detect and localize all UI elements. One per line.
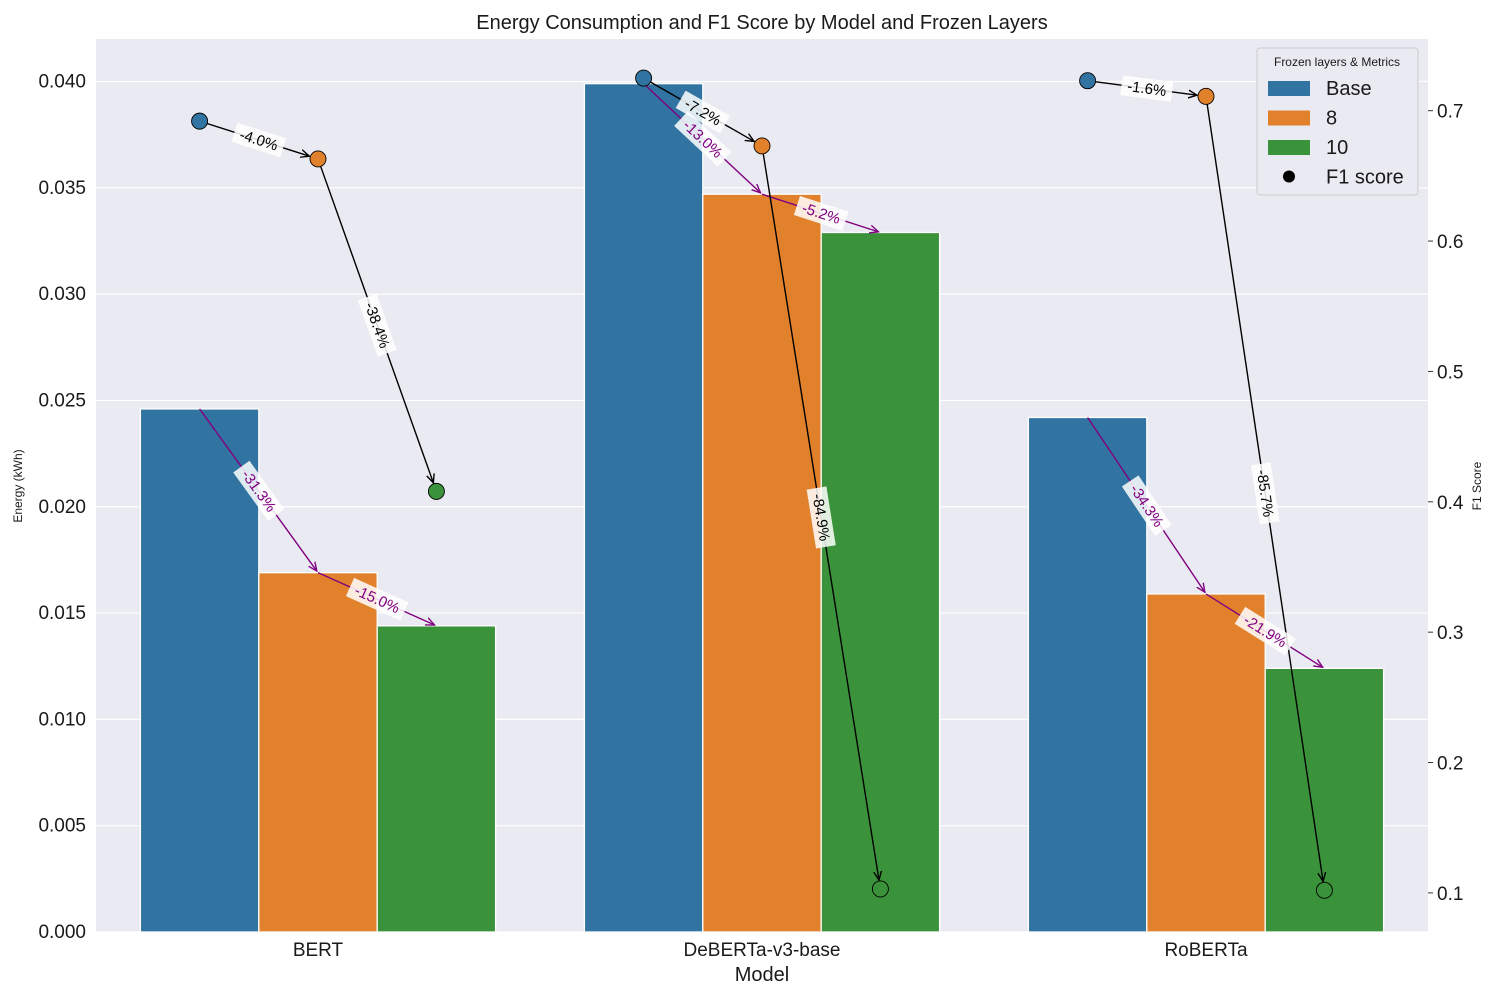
change-label: -85.7%	[1253, 469, 1277, 519]
y2-tick-label: 0.7	[1437, 102, 1463, 123]
label-background	[231, 122, 287, 158]
left-axis-ticks: 0.000 0.005 0.010 0.015 0.020 0.025 0.030 0.035…	[38, 72, 86, 943]
legend-label-8: 8	[1326, 108, 1337, 130]
label-background	[793, 195, 849, 231]
legend-items: Base 8 10 F1 score	[1268, 78, 1404, 189]
f1-marker-8-roberta	[1197, 87, 1215, 105]
f1-arrow-label: -1.6%	[1120, 75, 1174, 102]
y-tick-label: 0.040	[38, 72, 86, 93]
f1-marker-8-deberta-v3-base	[753, 137, 771, 155]
legend-title: Frozen layers & Metrics	[1274, 55, 1400, 69]
y2-tick-label: 0.3	[1437, 623, 1463, 644]
x-tick-label: BERT	[293, 940, 344, 961]
f1-marker-base-deberta-v3-base	[635, 69, 653, 87]
y-tick-label: 0.035	[38, 178, 86, 199]
f1-marker-base-bert	[191, 112, 209, 130]
legend-label-10: 10	[1326, 137, 1348, 159]
y-tick-label: 0.005	[38, 816, 86, 837]
label-background	[675, 90, 730, 134]
bar-10-bert	[376, 625, 497, 933]
x-tick-label: DeBERTa-v3-base	[683, 940, 840, 961]
change-label: -1.6%	[1126, 78, 1167, 100]
y-tick-label: 0.000	[38, 922, 86, 943]
y2-tick-label: 0.4	[1437, 493, 1464, 514]
right-axis-ticks: 0.1 0.2 0.3 0.4 0.5 0.6 0.7	[1428, 102, 1464, 905]
x-axis-ticks: BERT DeBERTa-v3-base RoBERTa	[293, 940, 1248, 961]
y2-tick-label: 0.5	[1437, 362, 1463, 383]
x-axis-title: Model	[735, 964, 789, 986]
bar-8-bert	[258, 572, 378, 933]
bar-8-roberta	[1146, 593, 1266, 933]
y-axis-title: Energy (kWh)	[11, 449, 25, 522]
bars-group	[139, 83, 1385, 933]
label-background	[233, 460, 285, 521]
label-background	[357, 293, 397, 357]
legend-marker-f1	[1283, 170, 1295, 183]
y2-tick-label: 0.1	[1437, 884, 1463, 905]
bar-base-deberta-v3-base	[583, 83, 704, 933]
legend-label-base: Base	[1326, 78, 1372, 100]
bar-8-deberta-v3-base	[702, 193, 822, 933]
y-tick-label: 0.010	[38, 709, 86, 730]
y2-axis-title: F1 Score	[1470, 461, 1484, 510]
y-tick-label: 0.020	[38, 497, 86, 518]
legend-label-f1: F1 score	[1326, 167, 1404, 189]
y-tick-label: 0.025	[38, 390, 86, 411]
f1-marker-10-deberta-v3-base	[871, 880, 889, 898]
f1-arrow-label: -85.7%	[1250, 462, 1280, 525]
label-background	[1250, 462, 1280, 525]
legend-swatch-base	[1268, 81, 1310, 96]
f1-marker-base-roberta	[1079, 72, 1097, 90]
f1-marker-10-roberta	[1315, 881, 1333, 899]
label-background	[345, 577, 409, 621]
f1-marker-8-bert	[309, 150, 327, 168]
label-background	[806, 486, 836, 549]
label-background	[1121, 475, 1172, 537]
bar-10-deberta-v3-base	[820, 231, 941, 933]
x-tick-label: RoBERTa	[1164, 940, 1248, 961]
legend-swatch-8	[1268, 110, 1310, 126]
chart-title: Energy Consumption and F1 Score by Model…	[476, 12, 1047, 34]
bar-base-bert	[139, 408, 260, 933]
f1-markers	[191, 69, 1333, 899]
y-tick-label: 0.030	[38, 284, 86, 305]
label-background	[674, 111, 732, 167]
y2-tick-label: 0.2	[1437, 754, 1463, 775]
label-background	[1120, 75, 1174, 102]
legend: Frozen layers & Metrics Base 8 10 F1 score	[1256, 47, 1419, 196]
bar-base-roberta	[1027, 416, 1148, 933]
y2-tick-label: 0.6	[1437, 232, 1463, 253]
f1-marker-10-bert	[427, 482, 445, 500]
y-tick-label: 0.015	[38, 603, 86, 624]
label-background	[1234, 606, 1296, 656]
legend-swatch-10	[1268, 140, 1310, 155]
